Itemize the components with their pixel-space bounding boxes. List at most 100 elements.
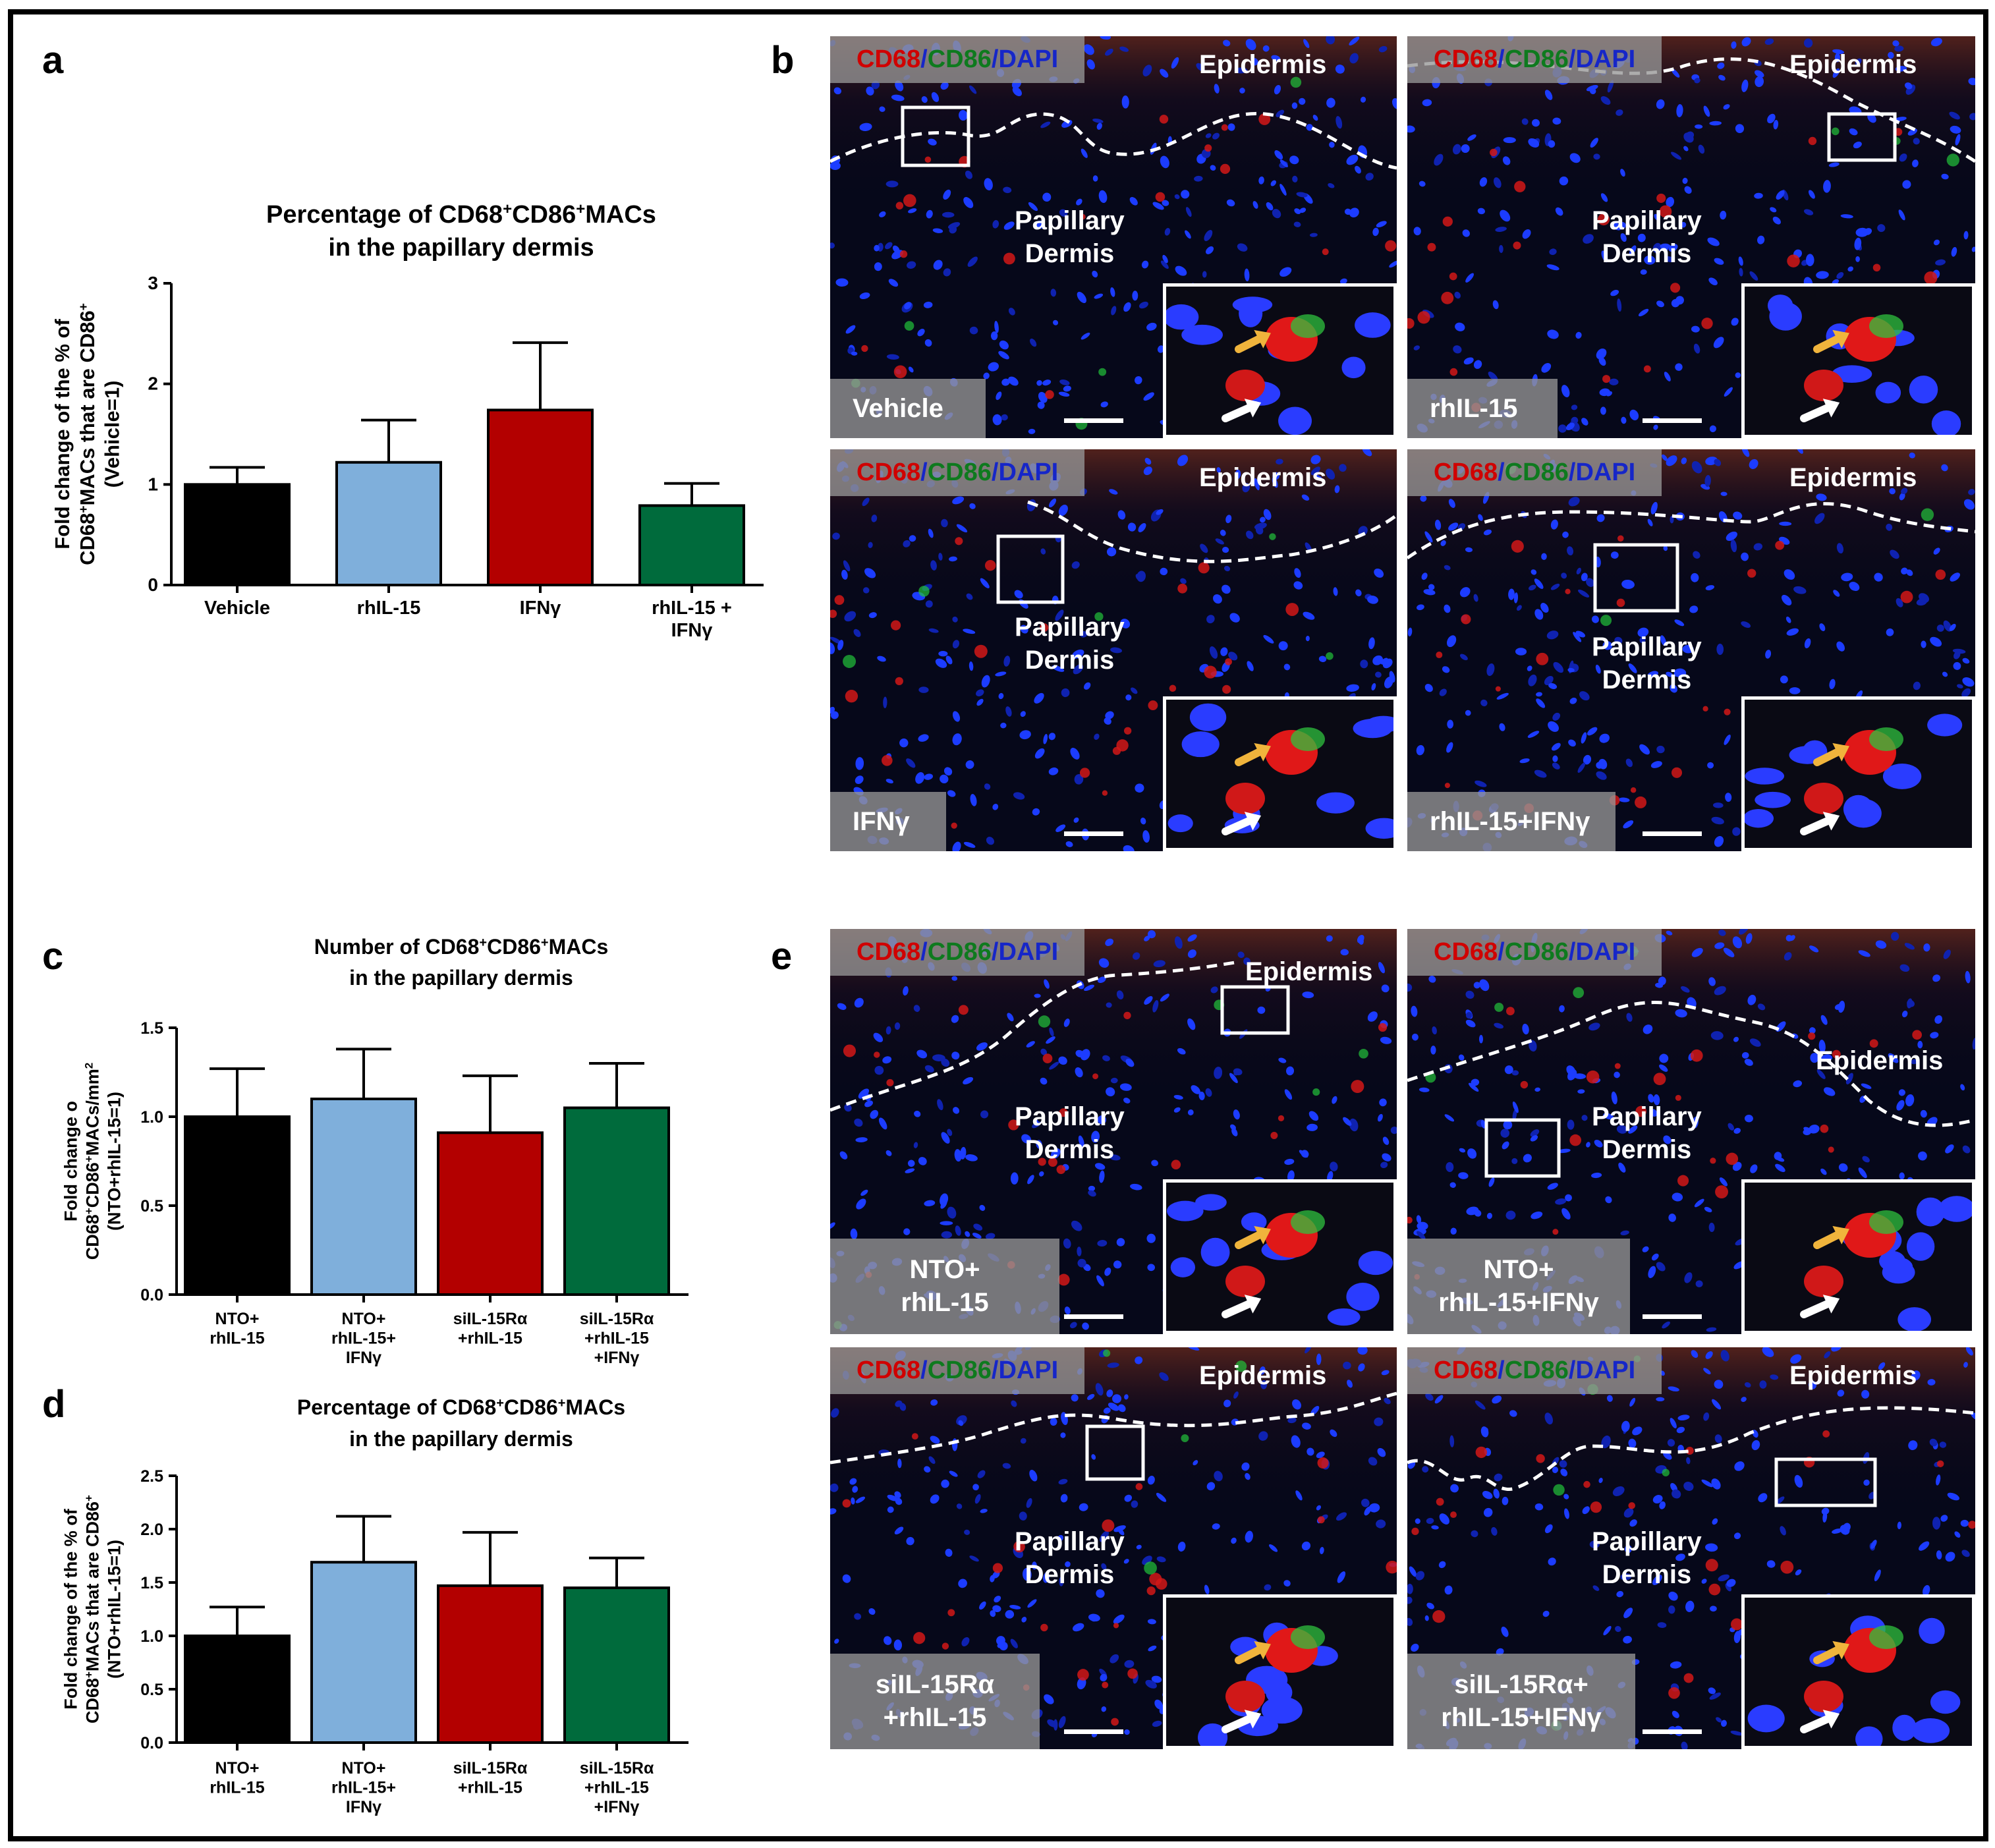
bar-d-4 <box>563 1586 670 1744</box>
y-tick-label: 1.0 <box>140 1108 163 1127</box>
y-tick-label: 0.0 <box>140 1286 163 1304</box>
condition-label-text: rhIL-15+IFNγ <box>1430 807 1590 836</box>
inset-image <box>1745 1183 1972 1331</box>
category-label-c-4: siIL-15Rα <box>580 1310 654 1328</box>
papillary-label-line-1: Papillary <box>1592 1527 1702 1556</box>
inset-image <box>1745 700 1972 848</box>
y-axis-label-line-2: CD68+MACs that are CD86+ <box>82 1495 103 1723</box>
inset-image <box>1166 1183 1393 1331</box>
y-axis-label-line-3: (NTO+rhIL-15=1) <box>104 1092 124 1231</box>
stain-legend-dapi: DAPI <box>998 459 1059 486</box>
papillary-label-line-2: Dermis <box>1025 646 1115 675</box>
papillary-label-line-1: Papillary <box>1015 613 1125 642</box>
condition-label-line-1: NTO+ <box>1483 1255 1554 1284</box>
epidermis-boundary-line <box>1407 1001 1975 1127</box>
epidermis-boundary-line <box>1407 502 1975 560</box>
bar-a-3 <box>487 408 594 586</box>
category-label-c-3: +rhIL-15 <box>458 1330 522 1348</box>
category-label-d-2: rhIL-15+ <box>331 1779 396 1797</box>
bar-c-2 <box>310 1098 417 1296</box>
category-label-a-1: Vehicle <box>204 598 270 619</box>
bar-a-1 <box>184 483 291 587</box>
papillary-dermis-label: Papillary Dermis <box>1015 1525 1125 1591</box>
zoom-region-box <box>1593 543 1679 613</box>
micrograph-b-2: CD68/CD86/DAPI Epidermis Papillary Dermis rh… <box>1407 36 1975 438</box>
stain-legend-dapi: DAPI <box>1575 1357 1636 1384</box>
stain-legend-slash: / <box>1568 1357 1576 1384</box>
condition-label: IFNγ <box>830 792 946 851</box>
category-label-d-1: rhIL-15 <box>210 1779 264 1797</box>
stain-legend: CD68/CD86/DAPI <box>830 1347 1085 1394</box>
papillary-dermis-label: Papillary Dermis <box>1015 611 1125 677</box>
micrograph-e-3: CD68/CD86/DAPI Epidermis Papillary Dermis si… <box>830 1347 1397 1749</box>
micrograph-e-4: CD68/CD86/DAPI Epidermis Papillary Dermis si… <box>1407 1347 1975 1749</box>
stain-legend-slash: / <box>991 938 999 966</box>
stain-legend-cd68: CD68 <box>1434 938 1498 966</box>
white-arrow-icon <box>1222 812 1262 835</box>
category-label-d-3: +rhIL-15 <box>458 1779 522 1797</box>
papillary-label-line-1: Papillary <box>1592 632 1702 661</box>
stain-legend-slash: / <box>1498 459 1505 486</box>
stain-legend-slash: / <box>1498 1357 1505 1384</box>
stain-legend-dapi: DAPI <box>1575 938 1636 966</box>
papillary-label-line-1: Papillary <box>1015 206 1125 235</box>
y-tick-label: 3 <box>148 273 158 293</box>
magnified-inset <box>1741 283 1975 438</box>
category-label-c-2: rhIL-15+ <box>331 1330 396 1348</box>
zoom-region-box <box>1774 1457 1877 1507</box>
bar-c-1 <box>184 1115 291 1296</box>
y-tick-label: 1.5 <box>140 1574 163 1592</box>
papillary-label-line-1: Papillary <box>1015 1102 1125 1131</box>
stain-legend-cd68: CD68 <box>857 459 921 486</box>
condition-label: Vehicle <box>830 379 986 438</box>
stain-legend-slash: / <box>1498 938 1505 966</box>
yellow-arrow-icon <box>1813 1225 1849 1249</box>
zoom-region-box <box>901 105 970 167</box>
stain-legend-cd86: CD86 <box>927 459 992 486</box>
y-axis-label-line-2: CD68+CD86+MACs/mm2 <box>82 1063 103 1260</box>
chart-title-c-line-1: Number of CD68+CD86+MACs <box>314 935 609 959</box>
epidermis-boundary-line <box>830 1391 1397 1465</box>
category-label-c-2: NTO+ <box>342 1310 386 1328</box>
condition-label-line-2: rhIL-15+IFNγ <box>1438 1288 1599 1317</box>
category-label-d-4: +rhIL-15 <box>584 1779 649 1797</box>
papillary-dermis-label: Papillary Dermis <box>1592 1525 1702 1591</box>
white-arrow-icon <box>1222 1710 1262 1733</box>
epidermis-label: Epidermis <box>1816 1046 1944 1075</box>
white-arrow-icon <box>1800 399 1840 422</box>
stain-legend-cd68: CD68 <box>1434 459 1498 486</box>
category-label-a-2: rhIL-15 <box>357 598 421 619</box>
inset-image <box>1166 700 1393 848</box>
white-arrow-icon <box>1222 1295 1262 1318</box>
y-axis-label-line-1: Fold change o <box>61 1101 81 1221</box>
stain-legend-cd68: CD68 <box>1434 45 1498 73</box>
zoom-region-box <box>1484 1118 1561 1178</box>
y-tick-label: 0.5 <box>140 1197 163 1216</box>
category-label-c-2: IFNγ <box>346 1349 381 1367</box>
y-axis-label-line-3: (Vehicle=1) <box>101 381 124 488</box>
panel-letter-d: d <box>42 1383 66 1426</box>
y-tick-label: 2.0 <box>140 1521 163 1539</box>
scale-bar <box>1643 831 1702 836</box>
stain-legend-slash: / <box>920 938 928 966</box>
magnified-inset <box>1741 1179 1975 1334</box>
condition-label-line-2: rhIL-15 <box>901 1288 989 1317</box>
y-tick-label: 2 <box>148 374 158 394</box>
epidermis-label: Epidermis <box>1245 957 1373 986</box>
papillary-label-line-2: Dermis <box>1602 239 1692 268</box>
yellow-arrow-icon <box>1235 329 1271 353</box>
y-axis-label-c: Fold change oCD68+CD86+MACs/mm2(NTO+rhIL… <box>61 1063 125 1260</box>
condition-label-line-2: +rhIL-15 <box>883 1703 987 1732</box>
category-label-c-3: siIL-15Rα <box>453 1310 528 1328</box>
stain-legend-dapi: DAPI <box>998 938 1059 966</box>
magnified-inset <box>1163 1594 1397 1749</box>
bar-a-2 <box>335 461 442 586</box>
stain-legend-cd68: CD68 <box>857 45 921 73</box>
stain-legend-cd86: CD86 <box>1504 1357 1569 1384</box>
micrograph-b-4: CD68/CD86/DAPI Epidermis Papillary Dermis rh… <box>1407 449 1975 851</box>
y-tick-label: 1.5 <box>140 1019 163 1038</box>
epidermis-label: Epidermis <box>1789 50 1917 79</box>
yellow-arrow-icon <box>1235 1640 1271 1664</box>
y-axis-label-a: Fold change of the % of CD68+MACs that ar… <box>51 303 124 565</box>
category-label-c-1: NTO+ <box>215 1310 260 1328</box>
